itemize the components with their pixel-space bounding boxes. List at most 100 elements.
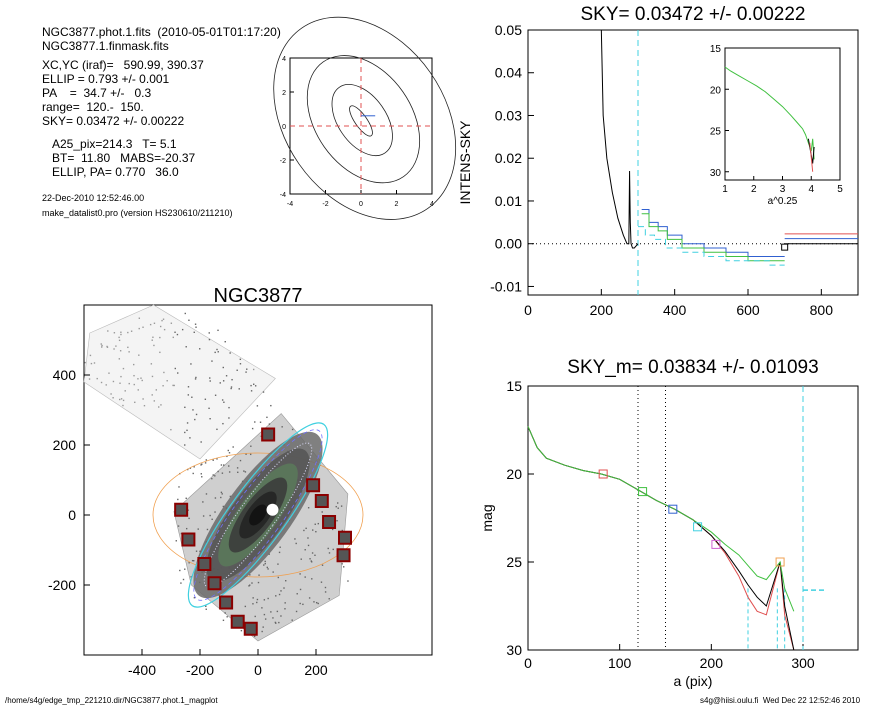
image-speckle-dot (308, 597, 311, 599)
image-speckle-dot (313, 601, 315, 603)
inset-xlabel: a^0.25 (768, 196, 798, 207)
sky-xtick-label: 400 (663, 302, 687, 318)
image-speckle-dot (236, 467, 239, 469)
image-speckle-dot (128, 382, 130, 385)
image-speckle-dot (195, 413, 198, 416)
image-speckle-dot (204, 398, 207, 400)
image-speckle-dot (186, 422, 189, 424)
program-version: make_datalist0.pro (version HS230610/211… (42, 208, 233, 218)
image-speckle-dot (277, 576, 280, 579)
image-speckle-dot (258, 574, 260, 576)
image-speckle-dot (211, 360, 213, 362)
image-speckle-dot (178, 486, 180, 488)
inset-ytick-label: 15 (710, 44, 722, 55)
image-ytick-label: 0 (68, 507, 76, 523)
mag-square-orange (775, 557, 785, 567)
mag-ytick-label: 20 (506, 466, 522, 482)
image-speckle-dot (222, 422, 224, 425)
contour-xtick-label: 2 (395, 201, 399, 208)
image-speckle-dot (193, 331, 195, 334)
image-speckle-dot (151, 339, 153, 341)
image-speckle-dot (245, 371, 247, 373)
image-speckle-dot (101, 346, 103, 348)
param-center: XC,YC (iraf)= 590.99, 390.37 (42, 58, 204, 72)
image-speckle-dot (347, 580, 349, 582)
image-speckle-dot (184, 444, 186, 446)
image-speckle-dot (158, 406, 160, 408)
image-speckle-dot (119, 350, 122, 352)
image-speckle-dot (170, 428, 172, 431)
image-speckle-dot (291, 619, 293, 621)
inset-ytick-label: 30 (710, 168, 722, 179)
image-speckle-dot (217, 351, 219, 353)
image-speckle-dot (179, 569, 181, 572)
image-speckle-dot (307, 537, 309, 539)
mag-xtick-label: 0 (524, 655, 532, 671)
image-speckle-dot (272, 617, 274, 619)
image-speckle-dot (320, 581, 323, 583)
image-speckle-dot (216, 348, 218, 351)
image-speckle-dot (317, 522, 320, 525)
date-stamp: 22-Dec-2010 12:52:46.00 (42, 193, 145, 203)
image-speckle-dot (280, 590, 282, 592)
image-speckle-dot (299, 573, 301, 575)
image-ytick-label: 400 (53, 367, 77, 383)
inset-xtick-label: 1 (722, 184, 728, 195)
image-speckle-dot (304, 549, 306, 551)
image-speckle-dot (272, 571, 274, 573)
image-speckle-dot (249, 574, 251, 576)
image-speckle-dot (327, 547, 329, 550)
contour-ytick-label: -2 (280, 158, 286, 165)
image-speckle-dot (159, 336, 161, 339)
sky-xtick-label: 0 (524, 302, 532, 318)
image-speckle-dot (256, 601, 258, 604)
image-speckle-dot (101, 344, 103, 347)
image-speckle-dot (256, 405, 259, 407)
image-speckle-dot (118, 339, 121, 342)
image-speckle-dot (254, 615, 256, 618)
image-speckle-dot (239, 363, 242, 365)
image-speckle-dot (217, 470, 219, 473)
image-speckle-dot (110, 393, 112, 395)
image-speckle-dot (161, 319, 163, 322)
image-speckle-dot (264, 560, 266, 563)
sky-ytick-label: 0.01 (495, 193, 522, 209)
image-speckle-dot (192, 472, 194, 475)
param-pa: PA = 34.7 +/- 0.3 (42, 86, 152, 100)
image-speckle-dot (204, 462, 207, 464)
image-speckle-dot (209, 514, 211, 517)
param-ellip: ELLIP = 0.793 +/- 0.001 (42, 72, 170, 86)
image-speckle-dot (206, 528, 209, 531)
image-speckle-dot (223, 464, 225, 466)
sky-ytick-label: 0.05 (495, 22, 522, 38)
sky-plot-title: SKY= 0.03472 +/- 0.00222 (580, 4, 805, 25)
image-speckle-dot (278, 551, 281, 554)
image-speckle-dot (220, 491, 223, 494)
image-speckle-dot (120, 333, 122, 336)
image-speckle-dot (205, 459, 207, 461)
mag-xtick-label: 100 (608, 655, 632, 671)
image-speckle-dot (130, 330, 133, 332)
image-speckle-dot (151, 375, 154, 378)
image-speckle-dot (252, 603, 254, 605)
image-speckle-dot (211, 477, 213, 480)
image-speckle-dot (263, 564, 265, 566)
image-speckle-dot (152, 336, 154, 338)
mag-ytick-label: 15 (506, 378, 522, 394)
image-speckle-dot (311, 552, 314, 554)
image-xtick-label: -200 (186, 662, 214, 678)
sky-series-black (600, 29, 639, 249)
image-speckle-dot (137, 378, 139, 380)
image-speckle-dot (193, 466, 195, 468)
image-speckle-dot (239, 358, 242, 361)
image-speckle-dot (186, 429, 188, 432)
mag-plot-title: SKY_m= 0.03834 +/- 0.01093 (567, 357, 818, 378)
image-bright-star (266, 503, 279, 516)
mag-frame (527, 385, 859, 651)
image-speckle-dot (266, 566, 268, 569)
result-a25: A25_pix=214.3 T= 5.1 (52, 137, 177, 151)
contour-xtick-label: -2 (322, 201, 328, 208)
image-speckle-dot (173, 384, 175, 387)
image-speckle-dot (142, 398, 144, 400)
